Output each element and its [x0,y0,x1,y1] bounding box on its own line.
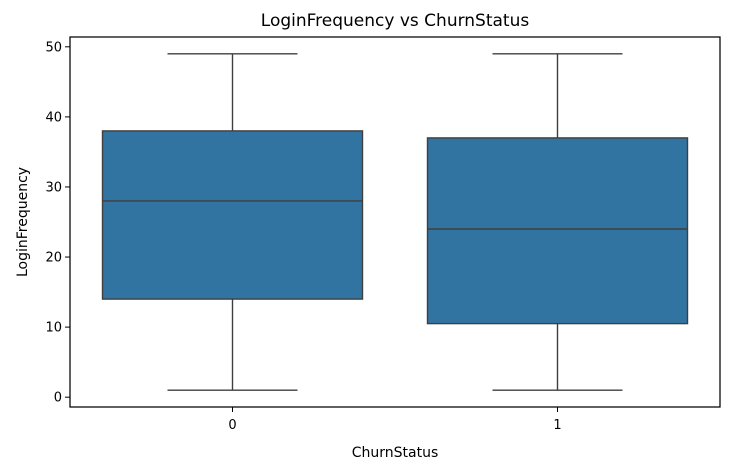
y-tick-label: 30 [45,180,62,195]
y-axis-label: LoginFrequency [15,167,31,277]
y-tick-label: 20 [45,251,62,266]
box-iqr [426,137,689,325]
x-axis-label: ChurnStatus [352,445,439,461]
box-plot-marks [101,53,689,391]
box-iqr [101,130,364,300]
y-tick-label: 50 [45,40,62,55]
plot-frame [69,36,721,408]
y-tick-label: 40 [45,110,62,125]
y-axis-ticks: 0 10 20 30 40 50 [45,40,70,406]
x-tick-label: 1 [553,418,561,433]
x-tick-label: 0 [228,418,236,433]
y-tick-label: 0 [54,391,62,406]
chart-title: LoginFrequency vs ChurnStatus [261,11,530,31]
y-tick-label: 10 [45,321,62,336]
